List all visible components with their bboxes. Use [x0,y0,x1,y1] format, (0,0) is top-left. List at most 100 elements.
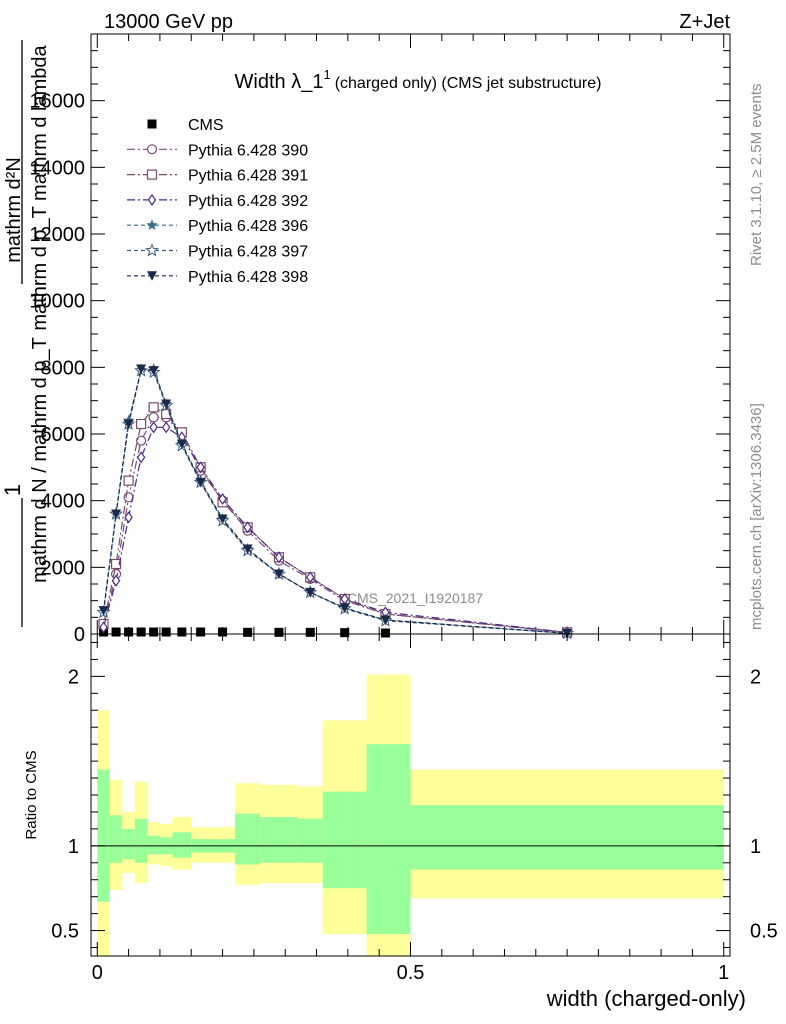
data-point [161,627,171,637]
data-point [136,627,146,637]
data-point [340,628,350,638]
data-point [177,627,187,637]
data-point [218,492,227,506]
legend-label: Pythia 6.428 391 [188,168,308,185]
ylabel-line-2: 1 [0,484,25,496]
legend-marker [146,219,158,231]
legend-entry: Pythia 6.428 390 [127,142,308,159]
legend-marker [147,271,157,281]
main-ytick-label: 2000 [41,557,86,579]
legend: CMS Pythia 6.428 390 Pythia 6.428 391 Pythi… [127,117,308,286]
legend-entry: Pythia 6.428 398 [127,269,308,286]
analysis-watermark: CMS_2021_I1920187 [347,590,483,606]
ylabel-line-3: mathrm d N / mathrm d p_T [29,337,51,583]
series-3 [99,421,572,639]
ratio-stat-band [147,835,160,855]
ratio-axis-ticks [91,634,730,956]
legend-label: Pythia 6.428 397 [188,244,308,261]
ratio-frame [90,633,731,957]
series-line [102,416,568,634]
data-point [111,627,121,637]
data-point [242,544,253,554]
data-point [196,461,205,474]
series-5 [96,363,575,640]
legend-entry: Pythia 6.428 397 [127,243,308,261]
legend-entry: CMS [147,117,224,134]
legend-label: Pythia 6.428 390 [188,142,308,159]
series-1 [98,412,573,638]
main-ytick-label: 16000 [29,91,85,113]
main-ytick-label: 10000 [29,291,85,313]
data-point [136,435,147,446]
data-point [98,606,109,616]
chart-title: Width λ_11 (charged only) (CMS jet substr… [235,67,602,93]
data-point [148,402,159,413]
data-point [273,569,284,579]
legend-label: CMS [188,117,224,134]
data-point [196,627,206,637]
series-2 [98,402,573,638]
legend-marker [147,193,157,206]
ratio-stat-band [366,744,411,934]
chart-title-sup: 1 [323,67,330,82]
ratio-ytick-label-right: 0.5 [750,921,778,943]
ratio-ytick-label-left: 0.5 [51,921,79,943]
ratio-xtick-label: 0.5 [397,962,425,984]
data-point [123,475,134,486]
data-point [148,366,159,376]
ratio-ytick-labels: 0.5 0.5 1 1 2 2 [51,666,778,942]
data-point [243,627,253,637]
data-point [149,421,158,434]
ratio-stat-band [109,815,123,863]
header-right: Z+Jet [679,11,730,33]
main-ytick-labels: 0 2000 4000 6000 8000 10000 12000 14000 16000 [29,91,85,646]
ratio-stat-band [297,818,323,863]
data-point [124,511,133,524]
data-point [218,627,228,637]
ratio-stat-band [235,813,261,865]
ratio-stat-band [322,791,367,889]
data-point [149,627,159,637]
legend-entry: Pythia 6.428 396 [127,218,308,235]
series-line [102,370,568,634]
data-point [380,615,391,625]
data-point [99,621,108,634]
series-6 [98,364,573,639]
ratio-xtick-label: 1 [718,962,729,984]
data-point [110,558,122,570]
legend-marker [146,169,158,180]
data-point [195,477,206,488]
data-point [161,399,172,409]
chart-title-suffix: (charged only) (CMS jet substructure) [335,75,602,92]
data-point [111,574,121,587]
ylabel-line-1: mathrm d p_T mathrm d lambda [29,44,51,330]
ratio-bands [91,674,730,956]
ratio-stat-band [97,769,110,902]
main-ytick-label: 14000 [29,157,85,179]
header-left: 13000 GeV pp [104,11,233,33]
ratio-plot-panel: 0.5 0.51 12 2 0 0.5 1 Ratio to CMS width (cha… [23,633,778,1011]
main-ytick-label: 6000 [41,424,86,446]
data-point [217,514,228,524]
ratio-ytick-label-right: 2 [750,666,761,688]
main-axis-ticks [91,33,730,635]
data-point [136,451,146,464]
data-point [274,627,284,637]
data-point [243,521,252,534]
data-point [305,587,316,598]
data-point [148,412,159,423]
series-line [102,406,568,633]
ratio-ytick-label-left: 1 [68,836,79,858]
chart-title-main: Width λ_1 [235,71,324,93]
legend-label: Pythia 6.428 396 [188,218,308,235]
data-point [136,418,147,430]
data-point [161,421,171,434]
data-point [380,628,390,638]
main-ytick-label: 12000 [29,224,85,246]
ratio-xlabel: width (charged-only) [546,986,746,1011]
mcplots-text: mcplots.cern.ch [arXiv:1306.3436] [748,403,765,630]
ratio-stat-band [122,828,135,860]
ratio-ytick-label-right: 1 [750,836,761,858]
legend-label: Pythia 6.428 398 [188,269,308,286]
